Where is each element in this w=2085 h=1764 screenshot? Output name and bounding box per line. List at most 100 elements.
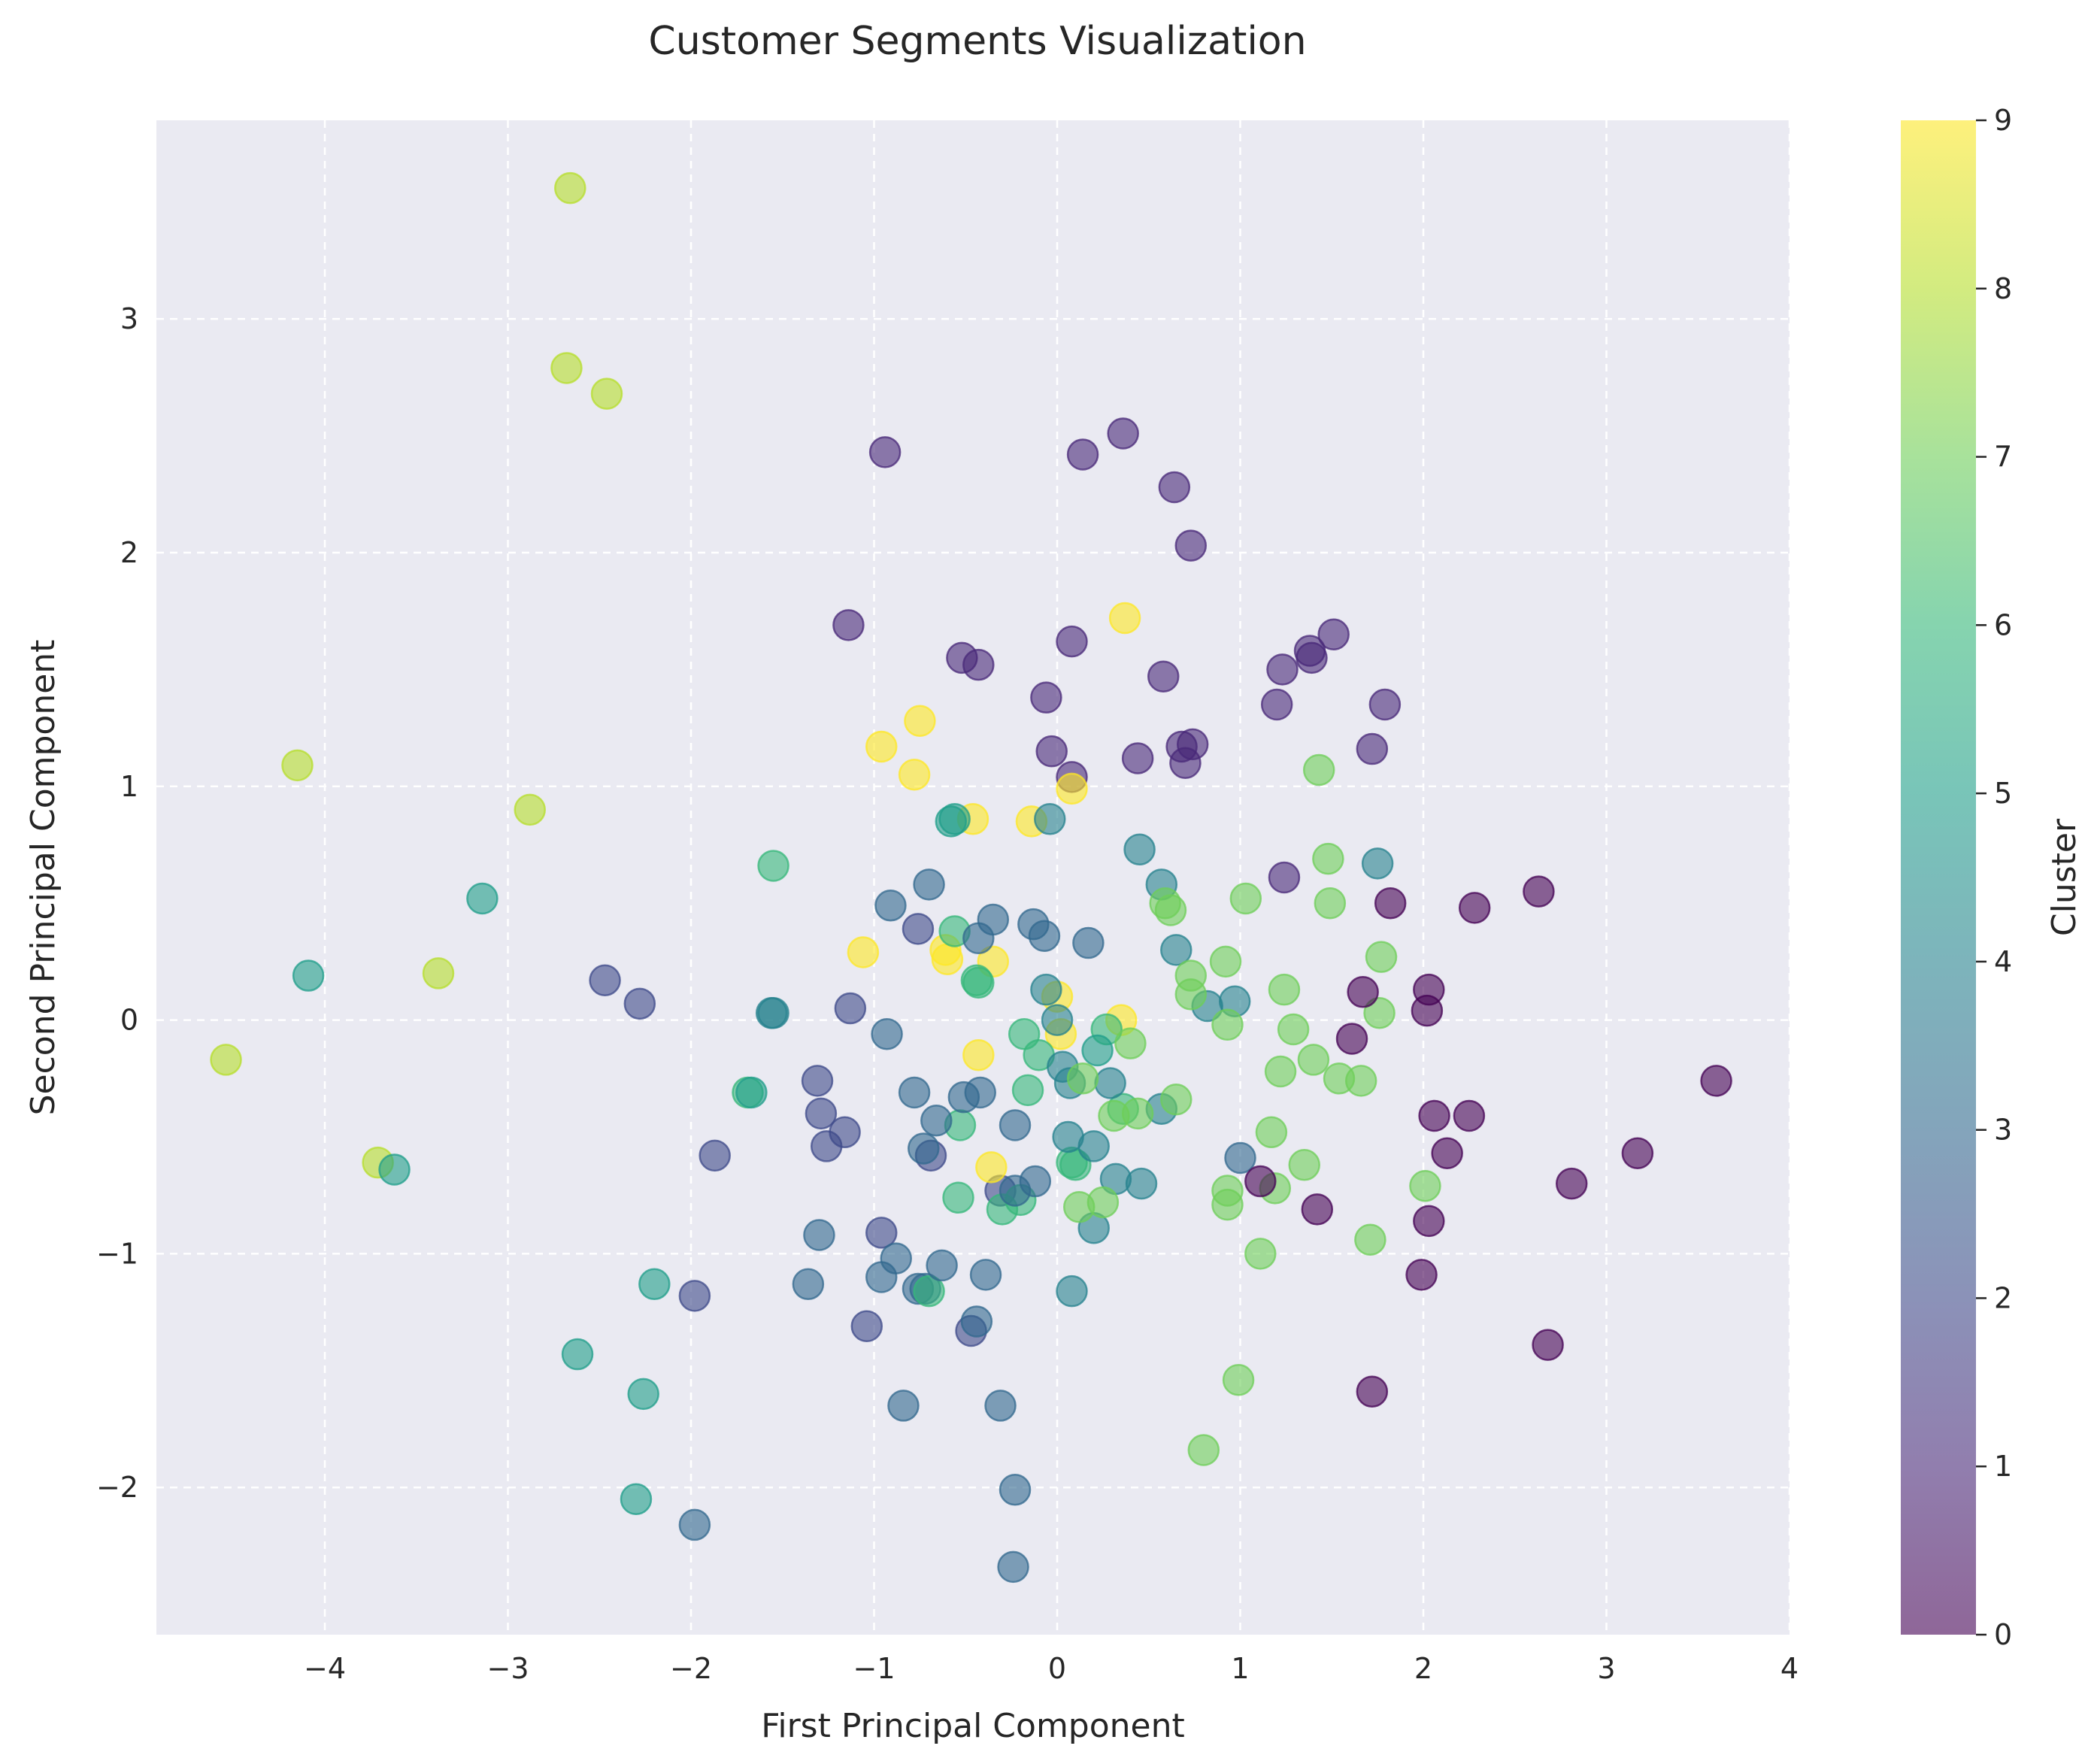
scatter-point: [942, 1181, 974, 1214]
scatter-point: [638, 1268, 671, 1301]
scatter-point: [803, 1219, 835, 1251]
scatter-point: [920, 1104, 953, 1137]
scatter-point: [1041, 1004, 1074, 1036]
scatter-point: [1154, 894, 1187, 926]
scatter-point: [829, 1116, 861, 1149]
scatter-point: [792, 1268, 825, 1301]
x-tick-label: 0: [1048, 1652, 1066, 1685]
scatter-point: [1034, 803, 1066, 835]
scatter-point: [1356, 1375, 1389, 1408]
scatter-point: [1266, 653, 1299, 686]
scatter-point: [1066, 1062, 1099, 1095]
scatter-point: [1532, 1329, 1564, 1361]
scatter-point: [620, 1483, 653, 1515]
scatter-point: [678, 1280, 711, 1312]
scatter-point: [1347, 976, 1379, 1008]
scatter-point: [1314, 887, 1347, 920]
scatter-point: [1312, 842, 1344, 875]
scatter-point: [1356, 732, 1389, 765]
x-tick-label: 1: [1231, 1652, 1249, 1685]
scatter-point: [1086, 1186, 1120, 1219]
scatter-point: [589, 964, 621, 997]
scatter-point: [1453, 1099, 1486, 1132]
scatter-point: [1056, 625, 1088, 658]
scatter-point: [1700, 1065, 1732, 1097]
scatter-point: [1121, 1097, 1154, 1130]
scatter-point: [847, 936, 880, 968]
scatter-point: [904, 705, 936, 738]
scatter-point: [1030, 681, 1062, 714]
x-tick-label: 4: [1780, 1652, 1799, 1685]
scatter-point: [1094, 1067, 1126, 1099]
scatter-point: [678, 1508, 711, 1541]
scatter-point: [887, 1390, 920, 1422]
scatter-point: [865, 1217, 898, 1249]
colorbar-label: Cluster: [2045, 818, 2083, 936]
scatter-point: [1344, 1065, 1377, 1097]
scatter-point: [1229, 882, 1262, 915]
scatter-point: [1288, 1149, 1320, 1181]
scatter-point: [865, 730, 898, 763]
scatter-point: [1368, 688, 1402, 721]
y-tick-label: 1: [120, 770, 138, 803]
plot-area: [156, 120, 1790, 1635]
scatter-point: [1297, 1044, 1330, 1076]
scatter-point: [1011, 1074, 1044, 1107]
colorbar-tick-label: 2: [1994, 1281, 2012, 1314]
scatter-point: [281, 749, 314, 782]
scatter-point: [1523, 875, 1555, 908]
scatter-point: [1277, 1013, 1310, 1046]
scatter-point: [1056, 772, 1088, 805]
scatter-point: [964, 1076, 996, 1109]
points-layer: [210, 171, 1732, 1584]
scatter-point: [1244, 1238, 1277, 1270]
grid: [156, 120, 1791, 1635]
scatter-point: [1354, 1223, 1386, 1256]
scatter-point: [1066, 438, 1099, 471]
scatter-point: [210, 1044, 242, 1076]
scatter-point: [874, 890, 907, 922]
scatter-point: [931, 943, 964, 976]
scatter-point: [1108, 602, 1141, 635]
scatter-point: [1260, 688, 1293, 721]
colorbar-tick-label: 7: [1994, 441, 2012, 474]
scatter-point: [1365, 941, 1398, 973]
scatter-point: [898, 1076, 931, 1109]
x-tick-label: 2: [1414, 1652, 1432, 1685]
scatter-point: [757, 850, 789, 882]
scatter-point: [1264, 1055, 1297, 1088]
chart-title: Customer Segments Visualization: [648, 19, 1306, 64]
scatter-point: [1123, 833, 1156, 865]
scatter-point: [1555, 1167, 1588, 1200]
y-tick-label: 3: [120, 302, 138, 335]
y-axis-label: Second Principal Component: [24, 640, 62, 1116]
scatter-point: [292, 959, 325, 992]
x-axis-label: First Principal Component: [761, 1707, 1185, 1745]
scatter-point: [1244, 1165, 1277, 1198]
scatter-point: [1160, 1084, 1193, 1116]
scatter-point: [969, 1259, 1002, 1291]
scatter-point: [1301, 1193, 1334, 1226]
scatter-point: [880, 1242, 912, 1275]
y-tick-label: −2: [96, 1471, 138, 1504]
colorbar-tick-label: 4: [1994, 945, 2012, 978]
scatter-point: [1458, 892, 1491, 924]
scatter-point: [938, 803, 971, 835]
y-tick-label: 0: [120, 1004, 138, 1037]
scatter-point: [1147, 660, 1180, 693]
scatter-point: [908, 1132, 940, 1165]
scatter-point: [1418, 1099, 1450, 1132]
scatter-point: [913, 1275, 945, 1308]
scatter-point: [1077, 1130, 1110, 1162]
scatter-point: [378, 1153, 411, 1186]
colorbar-tick-label: 0: [1994, 1618, 2012, 1651]
scatter-point: [1169, 747, 1202, 779]
scatter-point: [999, 1174, 1032, 1207]
scatter-point: [960, 1305, 993, 1338]
scatter-point: [926, 1249, 958, 1282]
scatter-point: [805, 1097, 838, 1130]
y-tick-label: −1: [96, 1237, 138, 1270]
scatter-point: [962, 922, 995, 955]
scatter-point: [850, 1310, 883, 1342]
